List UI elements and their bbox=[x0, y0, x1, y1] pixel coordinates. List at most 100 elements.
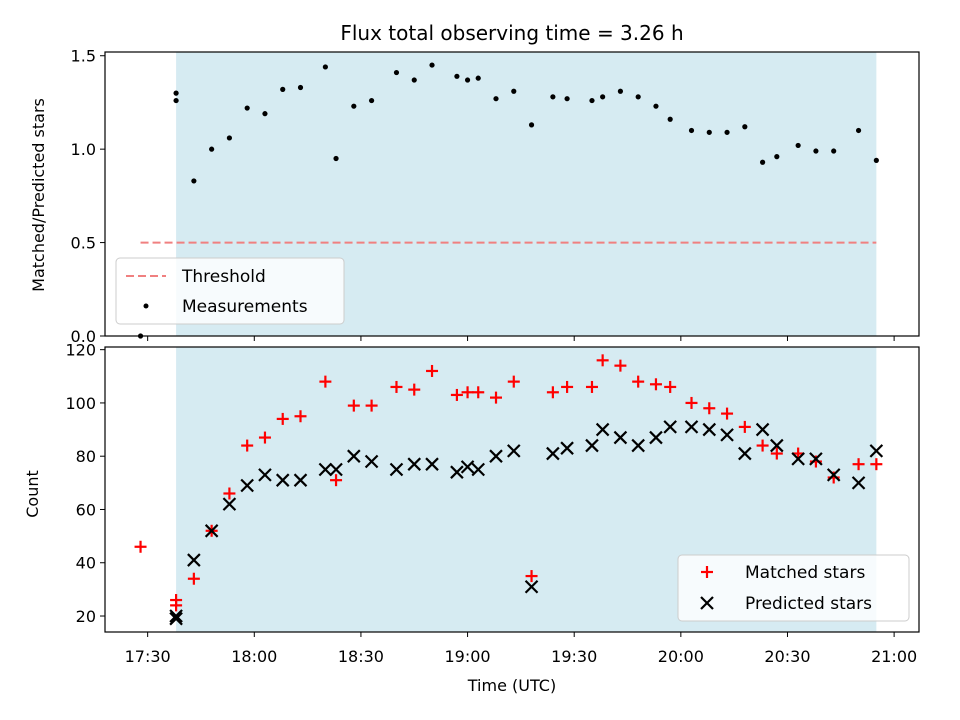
matched-star-point bbox=[585, 380, 598, 393]
measurement-point bbox=[209, 146, 215, 152]
matched-star-point bbox=[472, 386, 485, 399]
top-y-tick-label: 1.5 bbox=[71, 47, 96, 66]
measurement-point bbox=[742, 124, 748, 130]
x-tick-label: 18:30 bbox=[338, 647, 384, 666]
measurement-point bbox=[475, 75, 481, 81]
matched-star-point bbox=[294, 410, 307, 423]
x-tick-label: 20:00 bbox=[658, 647, 704, 666]
chart-title: Flux total observing time = 3.26 h bbox=[340, 21, 683, 45]
predicted-star-point bbox=[275, 473, 290, 487]
matched-star-point bbox=[490, 391, 503, 404]
legend-predicted-label: Predicted stars bbox=[745, 594, 872, 614]
bottom-y-tick-label: 80 bbox=[76, 447, 96, 466]
top-plot-frame bbox=[104, 51, 920, 337]
measurement-point bbox=[322, 64, 328, 70]
legend-measurements-label: Measurements bbox=[182, 297, 308, 317]
measurement-point bbox=[564, 96, 570, 102]
predicted-star-point bbox=[546, 446, 560, 461]
legend-matched-swatch bbox=[701, 566, 713, 578]
bottom-legend: Matched stars Predicted stars bbox=[677, 554, 910, 622]
matched-star-point bbox=[390, 380, 403, 393]
predicted-star-point bbox=[389, 462, 404, 477]
matched-star-point bbox=[507, 375, 520, 388]
predicted-star-point bbox=[240, 478, 254, 493]
matched-star-point bbox=[223, 487, 236, 500]
predicted-star-point bbox=[684, 420, 699, 434]
measurement-point bbox=[831, 148, 837, 154]
measurement-point bbox=[795, 142, 801, 149]
bottom-panel: Count Time (UTC) Matched stars Predicted… bbox=[23, 341, 920, 695]
matched-star-point bbox=[330, 474, 343, 487]
measurement-point bbox=[493, 96, 499, 102]
bottom-y-tick-label: 100 bbox=[65, 394, 96, 413]
matched-star-point bbox=[134, 540, 147, 553]
predicted-star-point bbox=[702, 422, 717, 437]
x-tick-label: 19:30 bbox=[551, 647, 597, 666]
predicted-star-point bbox=[791, 452, 805, 466]
matched-star-point bbox=[852, 458, 865, 471]
matched-star-point bbox=[365, 399, 378, 412]
predicted-star-point bbox=[631, 438, 645, 453]
predicted-star-point bbox=[663, 420, 677, 434]
measurement-point bbox=[393, 69, 400, 76]
predicted-star-point bbox=[826, 468, 841, 482]
top-legend: Threshold Measurements bbox=[115, 257, 345, 325]
measurement-point bbox=[226, 135, 233, 141]
matched-star-point bbox=[426, 364, 439, 377]
matched-star-point bbox=[664, 380, 677, 393]
measurement-point bbox=[351, 103, 357, 109]
matched-star-point bbox=[546, 386, 559, 399]
top-y-tick-label: 0.0 bbox=[71, 327, 96, 346]
predicted-star-point bbox=[407, 457, 422, 471]
measurement-point bbox=[635, 94, 641, 100]
predicted-star-point bbox=[187, 553, 201, 567]
predicted-star-point bbox=[851, 476, 866, 490]
x-tick-label: 17:30 bbox=[125, 647, 171, 666]
measurement-point bbox=[759, 159, 766, 165]
predicted-star-point bbox=[425, 457, 439, 471]
measurement-point bbox=[653, 103, 659, 109]
measurement-point bbox=[589, 97, 595, 104]
matched-star-point bbox=[685, 396, 698, 409]
predicted-star-point bbox=[204, 524, 219, 538]
measurement-point bbox=[724, 129, 730, 135]
measurement-point bbox=[368, 97, 375, 104]
measurement-point bbox=[173, 97, 179, 104]
bottom-y-tick-label: 60 bbox=[76, 500, 96, 519]
matched-star-point bbox=[170, 594, 183, 607]
matched-star-point bbox=[276, 412, 289, 425]
top-panel: Matched/Predicted stars Threshold Measur… bbox=[29, 47, 920, 346]
top-y-axis-label: Matched/Predicted stars bbox=[29, 98, 48, 292]
predicted-star-point bbox=[318, 462, 333, 477]
predicted-star-point bbox=[329, 462, 343, 477]
matched-star-point bbox=[461, 386, 474, 399]
predicted-star-point bbox=[293, 473, 308, 487]
matched-star-point bbox=[632, 375, 645, 388]
predicted-star-point bbox=[258, 468, 272, 482]
top-y-tick-label: 1.0 bbox=[71, 140, 96, 159]
matched-star-point bbox=[450, 388, 463, 401]
predicted-star-point bbox=[460, 460, 475, 474]
x-tick-label: 20:30 bbox=[764, 647, 810, 666]
bottom-legend-box bbox=[677, 554, 910, 622]
measurement-point bbox=[333, 155, 339, 162]
matched-star-point bbox=[721, 407, 734, 420]
matched-star-point bbox=[870, 458, 883, 471]
matched-star-point bbox=[703, 402, 716, 415]
measurement-point bbox=[511, 88, 517, 94]
measurement-point bbox=[262, 111, 268, 117]
measurement-point bbox=[454, 73, 460, 79]
matched-star-point bbox=[738, 420, 751, 433]
matched-star-point bbox=[241, 439, 254, 452]
predicted-star-point bbox=[364, 454, 379, 469]
matched-star-point bbox=[561, 380, 574, 393]
measurement-point bbox=[411, 77, 417, 83]
predicted-star-point bbox=[169, 611, 183, 626]
matched-star-point bbox=[649, 378, 662, 391]
predicted-star-point bbox=[222, 497, 237, 511]
measurement-point bbox=[617, 88, 624, 94]
measurement-point bbox=[706, 129, 712, 135]
predicted-star-point bbox=[585, 438, 599, 453]
matched-star-point bbox=[770, 447, 783, 460]
